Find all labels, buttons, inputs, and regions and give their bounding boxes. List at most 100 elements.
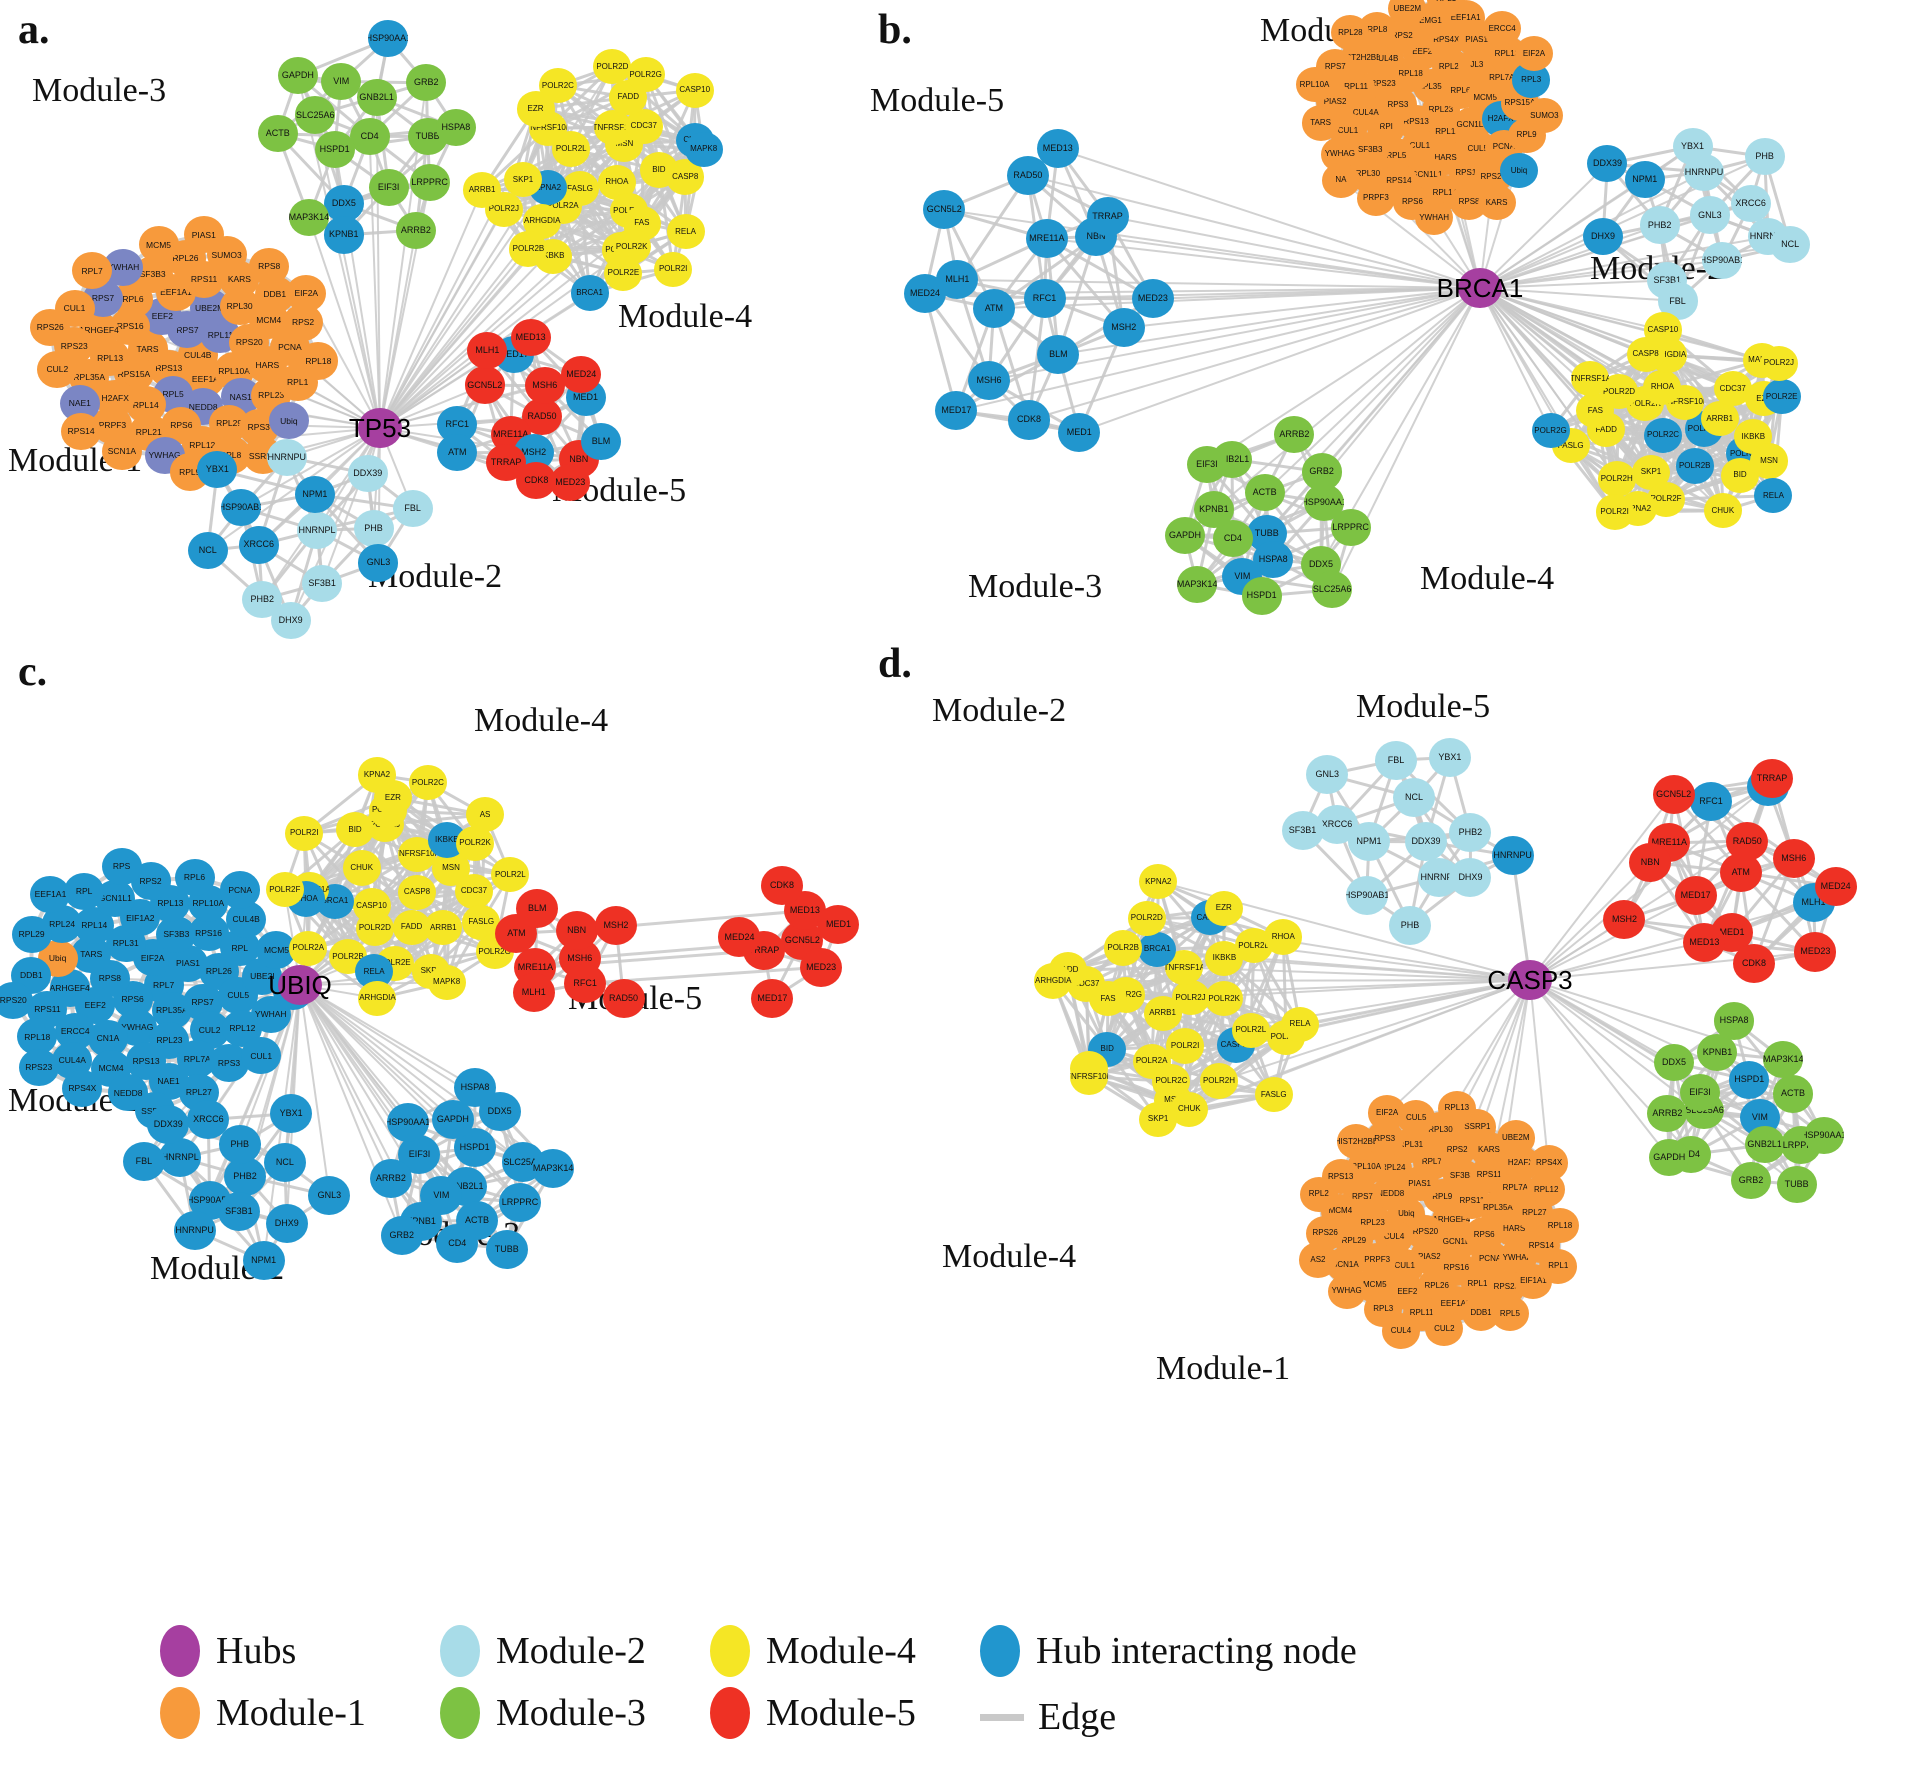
b-m1-ubiq[interactable]: Ubiq — [1500, 152, 1538, 189]
a-m1-mcm5[interactable]: MCM5 — [138, 226, 179, 264]
c-m3-grb2[interactable]: GRB2 — [380, 1215, 423, 1255]
d-m4-rela[interactable]: RELA — [1281, 1006, 1319, 1043]
c-m1-pcna[interactable]: PCNA — [220, 871, 261, 909]
a-m2-sf3b1[interactable]: SF3B1 — [302, 564, 343, 602]
d-m2-fbl[interactable]: FBL — [1375, 740, 1418, 780]
b-m4-polr2e[interactable]: POLR2E — [1762, 379, 1801, 415]
c-m4-chuk[interactable]: CHUK — [342, 850, 381, 886]
b-m1-tars[interactable]: TARS — [1301, 105, 1340, 141]
a-m4-ezr[interactable]: EZR — [516, 91, 555, 127]
b-m4-casp10[interactable]: CASP10 — [1643, 312, 1682, 348]
a-m3-gapdh[interactable]: GAPDH — [277, 57, 318, 95]
b-m3-lrpprc[interactable]: LRPPRC — [1330, 508, 1371, 546]
a-m5-med13[interactable]: MED13 — [510, 319, 551, 357]
a-m3-lrpprc[interactable]: LRPPRC — [409, 164, 450, 202]
c-m5b-med24[interactable]: MED24 — [718, 917, 761, 957]
b-m2-xrcc6[interactable]: XRCC6 — [1730, 184, 1771, 222]
a-m2-hnrnpl[interactable]: HNRNPL — [297, 511, 338, 549]
b-m1-na[interactable]: NA — [1321, 162, 1360, 199]
a-m2-ddx39[interactable]: DDX39 — [347, 455, 388, 493]
b-m5-rfc1[interactable]: RFC1 — [1023, 278, 1066, 318]
d-m2-hsp90ab1[interactable]: HSP90AB1 — [1345, 876, 1388, 916]
b-m2-gnl3[interactable]: GNL3 — [1689, 196, 1730, 234]
d-m5-rad50[interactable]: RAD50 — [1726, 821, 1769, 861]
d-m2-phb[interactable]: PHB — [1389, 905, 1432, 945]
a-m2-npm1[interactable]: NPM1 — [294, 475, 335, 513]
b-m1-prpf3[interactable]: PRPF3 — [1356, 180, 1395, 217]
a-m2-gnl3[interactable]: GNL3 — [358, 544, 399, 582]
c-m3-arrb2[interactable]: ARRB2 — [369, 1158, 412, 1198]
b-m4-polr2b[interactable]: POLR2B — [1675, 448, 1714, 484]
c-m1-rpl[interactable]: RPL — [64, 872, 105, 910]
c-m2-hnrnpu[interactable]: HNRNPU — [173, 1210, 216, 1250]
d-m2-ybx1[interactable]: YBX1 — [1428, 737, 1471, 777]
a-m3-cd4[interactable]: CD4 — [349, 117, 390, 155]
c-m5b-cdk8[interactable]: CDK8 — [760, 865, 803, 905]
hub-node-tp53[interactable]: TP53 — [349, 408, 411, 448]
c-m4-kpna2[interactable]: KPNA2 — [357, 757, 396, 793]
a-m1-ubiq[interactable]: Ubiq — [268, 402, 309, 440]
c-m5a-nbn[interactable]: NBN — [555, 910, 598, 950]
a-m3-slc25a6[interactable]: SLC25A6 — [295, 96, 336, 134]
d-m3-map3k14[interactable]: MAP3K14 — [1763, 1040, 1804, 1078]
d-m4-faslg[interactable]: FASLG — [1254, 1077, 1293, 1113]
b-m4-chuk[interactable]: CHUK — [1703, 493, 1742, 529]
d-m3-hsp90aa1[interactable]: HSP90AA1 — [1803, 1116, 1844, 1155]
a-m3-vim[interactable]: VIM — [321, 62, 362, 101]
b-m4-polr2c[interactable]: POLR2C — [1644, 417, 1683, 453]
d-m1-rpl2[interactable]: RPL2 — [1299, 1176, 1338, 1212]
c-m1-rpl29[interactable]: RPL29 — [11, 916, 52, 954]
d-m2-ncl[interactable]: NCL — [1393, 778, 1436, 818]
b-m4-polr2g[interactable]: POLR2G — [1531, 412, 1570, 449]
a-m2-xrcc6[interactable]: XRCC6 — [238, 526, 279, 564]
a-m3-actb[interactable]: ACTB — [257, 115, 298, 153]
a-m5-med24[interactable]: MED24 — [561, 355, 602, 394]
a-m1-rpl18[interactable]: RPL18 — [298, 342, 339, 380]
d-m3-eif3i[interactable]: EIF3I — [1679, 1074, 1720, 1112]
d-m3-tubb[interactable]: TUBB — [1776, 1165, 1817, 1204]
c-m5a-rfc1[interactable]: RFC1 — [564, 963, 607, 1003]
d-m1-rpl13[interactable]: RPL13 — [1437, 1090, 1476, 1126]
a-m3-hspd1[interactable]: HSPD1 — [314, 130, 355, 168]
a-m1-rps26[interactable]: RPS26 — [30, 308, 71, 346]
d-m2-ddx39[interactable]: DDX39 — [1404, 822, 1447, 862]
c-m3-lrpprc[interactable]: LRPPRC — [498, 1182, 541, 1222]
d-m4-polr2i[interactable]: POLR2I — [1166, 1028, 1205, 1064]
a-m4-polr2i[interactable]: POLR2I — [654, 251, 693, 287]
d-m4-arhgdia[interactable]: ARHGDIA — [1034, 963, 1073, 999]
d-m4-ezr[interactable]: EZR — [1204, 890, 1243, 927]
c-m2-phb[interactable]: PHB — [218, 1125, 261, 1165]
c-m1-rps23[interactable]: RPS23 — [18, 1048, 59, 1087]
d-m5-med23[interactable]: MED23 — [1794, 932, 1837, 972]
a-m3-kpnb1[interactable]: KPNB1 — [323, 216, 364, 254]
d-m4-tnfrsf10b[interactable]: TNFRSF10B — [1070, 1059, 1109, 1095]
b-m5-mre11a[interactable]: MRE11A — [1025, 218, 1068, 259]
d-m1-as2[interactable]: AS2 — [1298, 1242, 1337, 1278]
d-m3-gnb2l1[interactable]: GNB2L1 — [1744, 1126, 1785, 1164]
a-m2-hnrnpu[interactable]: HNRNPU — [266, 438, 307, 476]
a-m4-polr2b[interactable]: POLR2B — [509, 231, 548, 267]
a-m1-scn1a[interactable]: SCN1A — [101, 432, 142, 470]
b-m3-arrb2[interactable]: ARRB2 — [1274, 415, 1315, 453]
hub-node-casp3[interactable]: CASP3 — [1487, 960, 1573, 1000]
c-m2-sf3b1[interactable]: SF3B1 — [217, 1192, 260, 1232]
c-m4-polr2d[interactable]: POLR2D — [355, 910, 394, 947]
d-m5-gcn5l2[interactable]: GCN5L2 — [1652, 774, 1695, 814]
d-m4-arrb1[interactable]: ARRB1 — [1143, 995, 1182, 1031]
d-m1-ube2m[interactable]: UBE2M — [1496, 1120, 1535, 1156]
c-m4-polr2f[interactable]: POLR2F — [265, 872, 304, 908]
b-m3-actb[interactable]: ACTB — [1244, 474, 1285, 512]
d-m4-polr2d[interactable]: POLR2D — [1127, 900, 1166, 937]
a-m4-mapk8[interactable]: MAPK8 — [684, 131, 723, 167]
b-m2-phb2[interactable]: PHB2 — [1639, 206, 1680, 244]
c-m3-cd4[interactable]: CD4 — [436, 1223, 479, 1263]
b-m3-hspd1[interactable]: HSPD1 — [1241, 577, 1282, 615]
c-m4-casp8[interactable]: CASP8 — [398, 874, 437, 911]
d-m1-cul4[interactable]: CUL4 — [1381, 1313, 1420, 1349]
d-m1-rpl1[interactable]: RPL1 — [1539, 1248, 1578, 1284]
c-m2-ybx1[interactable]: YBX1 — [270, 1093, 313, 1133]
a-m2-ncl[interactable]: NCL — [187, 531, 228, 569]
b-m2-ybx1[interactable]: YBX1 — [1672, 127, 1713, 165]
d-m5-nbn[interactable]: NBN — [1629, 842, 1672, 882]
d-m5-med13[interactable]: MED13 — [1683, 922, 1726, 962]
